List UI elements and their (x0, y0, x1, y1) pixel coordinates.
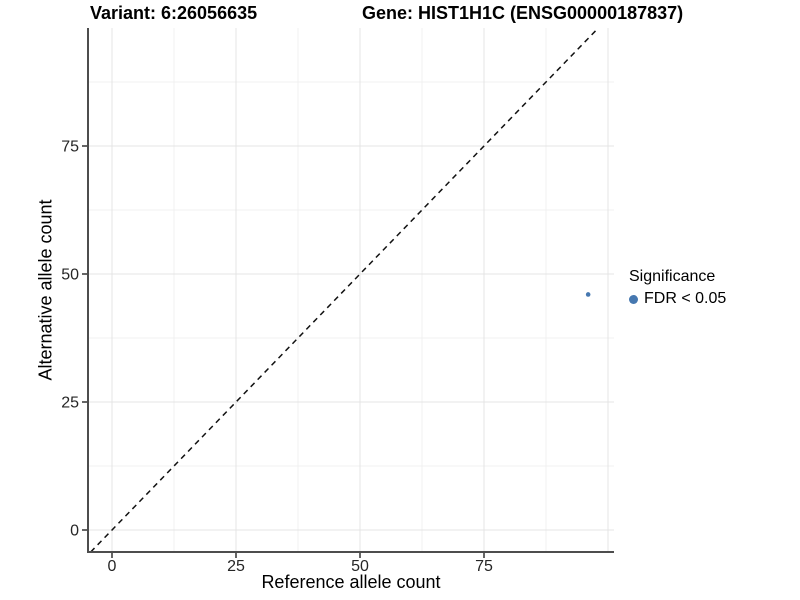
x-axis-label: Reference allele count (261, 572, 441, 592)
legend-item-label: FDR < 0.05 (644, 290, 727, 307)
legend: Significance FDR < 0.05 (629, 268, 726, 308)
y-tick-label: 25 (61, 395, 79, 412)
y-axis-label: Alternative allele count (35, 199, 56, 381)
x-tick-label: 75 (475, 558, 493, 575)
legend-title: Significance (629, 268, 716, 285)
plot-title-gene: Gene: HIST1H1C (ENSG00000187837) (362, 3, 684, 23)
plot-title-variant: Variant: 6:26056635 (90, 3, 258, 23)
x-tick-label: 50 (351, 558, 369, 575)
identity-diagonal-line (90, 27, 599, 553)
data-point (585, 292, 591, 297)
y-tick-label: 0 (70, 523, 79, 540)
legend-point-icon (629, 294, 638, 304)
y-tick-label: 75 (61, 139, 79, 156)
y-tick-label: 50 (61, 267, 79, 284)
x-tick-label: 25 (227, 558, 245, 575)
legend-item: FDR < 0.05 (629, 290, 726, 308)
x-tick-label: 0 (108, 558, 117, 575)
